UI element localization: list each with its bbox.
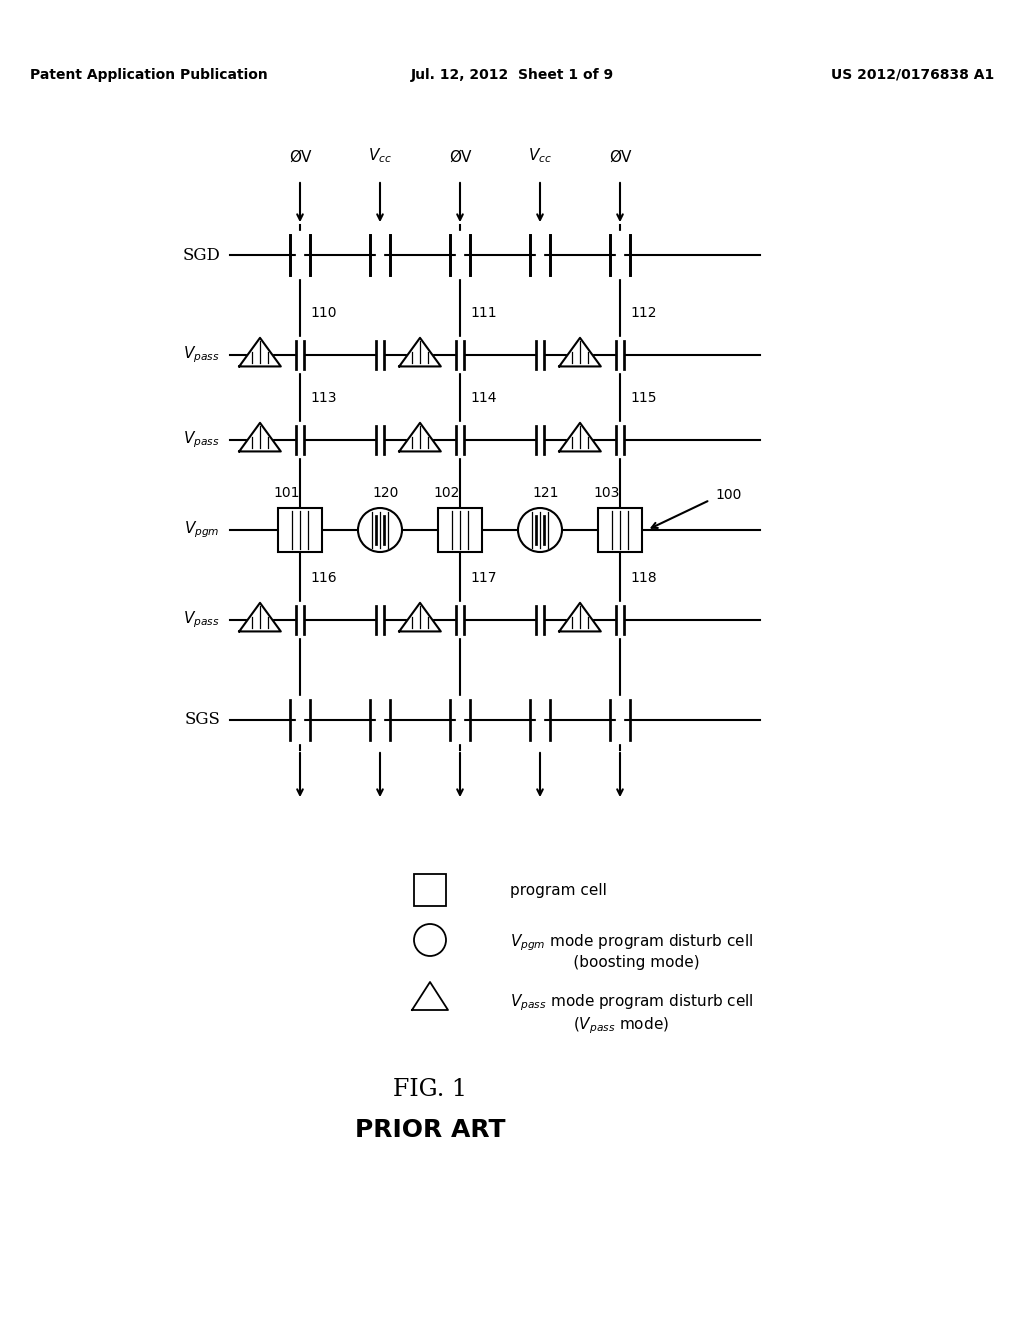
Polygon shape	[559, 338, 601, 367]
Bar	[278, 508, 322, 552]
Text: 113: 113	[310, 391, 337, 405]
Text: ØV: ØV	[609, 150, 631, 165]
Text: $V_{pass}$: $V_{pass}$	[183, 345, 220, 366]
Text: PRIOR ART: PRIOR ART	[354, 1118, 505, 1142]
Text: 111: 111	[470, 306, 497, 319]
Text: $V_{pass}$: $V_{pass}$	[183, 610, 220, 630]
Text: 115: 115	[630, 391, 656, 405]
Polygon shape	[412, 982, 449, 1010]
Text: $V_{pgm}$: $V_{pgm}$	[184, 520, 220, 540]
Circle shape	[358, 508, 402, 552]
Bar	[598, 508, 642, 552]
Text: 114: 114	[470, 391, 497, 405]
Text: SGD: SGD	[182, 247, 220, 264]
Text: 101: 101	[273, 486, 299, 500]
Text: $V_{pass}$ mode program disturb cell
             ($V_{pass}$ mode): $V_{pass}$ mode program disturb cell ($V…	[510, 993, 754, 1036]
Bar	[438, 508, 482, 552]
Text: $V_{cc}$: $V_{cc}$	[368, 147, 392, 165]
Text: 100: 100	[715, 488, 741, 502]
Text: FIG. 1: FIG. 1	[393, 1078, 467, 1101]
Text: 118: 118	[630, 572, 656, 585]
Text: 121: 121	[532, 486, 558, 500]
Bar	[414, 874, 446, 906]
Text: SGS: SGS	[184, 711, 220, 729]
Text: ØV: ØV	[449, 150, 471, 165]
Polygon shape	[399, 338, 440, 367]
Polygon shape	[240, 603, 281, 631]
Text: Jul. 12, 2012  Sheet 1 of 9: Jul. 12, 2012 Sheet 1 of 9	[411, 69, 613, 82]
Circle shape	[518, 508, 562, 552]
Polygon shape	[240, 338, 281, 367]
Polygon shape	[559, 603, 601, 631]
Text: Patent Application Publication: Patent Application Publication	[30, 69, 267, 82]
Text: 116: 116	[310, 572, 337, 585]
Polygon shape	[399, 422, 440, 451]
Text: 120: 120	[372, 486, 398, 500]
Text: 117: 117	[470, 572, 497, 585]
Text: 103: 103	[593, 486, 620, 500]
Text: program cell: program cell	[510, 883, 607, 898]
Circle shape	[414, 924, 446, 956]
Text: $V_{pass}$: $V_{pass}$	[183, 430, 220, 450]
Text: 110: 110	[310, 306, 337, 319]
Text: US 2012/0176838 A1: US 2012/0176838 A1	[830, 69, 994, 82]
Polygon shape	[559, 422, 601, 451]
Text: 102: 102	[433, 486, 460, 500]
Text: ØV: ØV	[289, 150, 311, 165]
Text: 112: 112	[630, 306, 656, 319]
Polygon shape	[399, 603, 440, 631]
Text: $V_{pgm}$ mode program disturb cell
             (boosting mode): $V_{pgm}$ mode program disturb cell (boo…	[510, 932, 754, 970]
Polygon shape	[240, 422, 281, 451]
Text: $V_{cc}$: $V_{cc}$	[528, 147, 552, 165]
